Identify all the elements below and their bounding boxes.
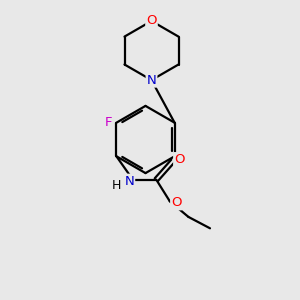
Text: O: O bbox=[171, 196, 182, 209]
Text: H: H bbox=[112, 178, 121, 192]
Text: N: N bbox=[124, 175, 134, 188]
Text: O: O bbox=[146, 14, 157, 28]
Text: O: O bbox=[174, 153, 185, 166]
Text: N: N bbox=[147, 74, 156, 87]
Text: F: F bbox=[104, 116, 112, 129]
